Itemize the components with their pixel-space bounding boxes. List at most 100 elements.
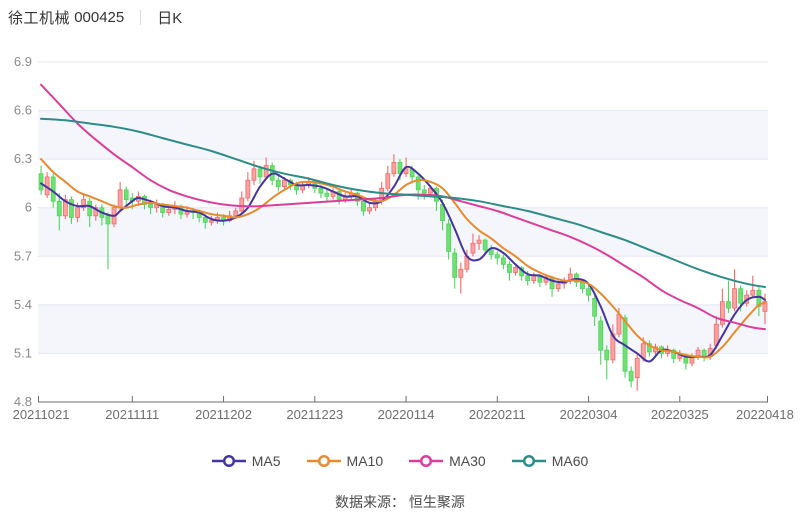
candle [123, 189, 129, 201]
candle [488, 249, 494, 256]
candle [671, 349, 677, 359]
y-axis-label: 6.3 [14, 151, 32, 166]
candle [738, 288, 744, 304]
candle [604, 349, 610, 361]
candle [421, 189, 427, 194]
candle [549, 276, 555, 290]
candle [81, 199, 87, 209]
candle [148, 204, 153, 209]
stock-name: 徐工机械 [8, 10, 71, 27]
title-divider [140, 10, 142, 25]
legend-marker-icon [511, 454, 546, 468]
x-axis-label: 20220211 [469, 407, 526, 422]
period-label[interactable]: 日K [157, 10, 183, 27]
candle [726, 301, 731, 309]
candle [458, 268, 464, 278]
candle [361, 200, 366, 212]
candle [391, 161, 397, 175]
y-axis-label: 5.7 [14, 248, 32, 263]
x-axis-label: 20220325 [651, 407, 709, 422]
candle [427, 187, 433, 194]
candle [318, 187, 324, 194]
candle [580, 281, 585, 290]
legend-label: MA10 [346, 453, 384, 469]
legend-label: MA5 [251, 453, 281, 469]
x-axis: 20211021 20211111 20211202 20211223 20220114… [13, 396, 794, 422]
x-axis-label: 20220114 [378, 407, 435, 422]
candle [239, 197, 245, 212]
candle [263, 165, 269, 178]
grid-layer: 6.9 6.6 6.3 6 5.7 5.4 5.1 4.8 [14, 54, 768, 409]
chart-header: 徐工机械 000425 日K [8, 7, 182, 28]
candle [245, 179, 251, 199]
candle [202, 217, 208, 223]
candle [251, 168, 257, 181]
candle [208, 220, 214, 223]
candle [50, 176, 56, 202]
y-axis-label: 5.1 [14, 345, 32, 360]
candle [403, 168, 409, 175]
y-axis-label: 6.9 [14, 54, 32, 69]
ma30-line [40, 83, 766, 331]
x-axis-label: 20220418 [736, 407, 794, 422]
candle [69, 199, 74, 218]
y-axis-label: 5.4 [14, 297, 32, 312]
candle [482, 239, 488, 251]
candle [598, 320, 604, 351]
legend-marker-icon [306, 454, 341, 468]
x-axis-label: 20211202 [195, 407, 252, 422]
ma5-line [40, 165, 766, 363]
y-axis-label: 6 [25, 200, 32, 215]
candle [470, 242, 476, 254]
legend-marker-icon [211, 454, 246, 468]
x-axis-label: 20211223 [286, 407, 343, 422]
candle [750, 289, 756, 296]
candle [93, 207, 99, 217]
candle [531, 275, 537, 281]
candle [732, 288, 737, 309]
candle [701, 349, 707, 358]
candle [592, 297, 598, 317]
legend-item-ma60[interactable]: MA60 [511, 453, 589, 469]
candle [38, 173, 44, 191]
candle [494, 254, 500, 259]
legend-item-ma5[interactable]: MA5 [211, 453, 281, 469]
candle [634, 357, 640, 379]
candle [476, 239, 482, 244]
candle [415, 176, 421, 191]
x-axis-label: 20220304 [560, 407, 618, 422]
ma60-line [40, 117, 766, 288]
band-layer [38, 110, 768, 354]
ma10-line [40, 158, 766, 359]
chart-legend: MA5 MA10 MA30 MA60 [0, 453, 800, 469]
candle [762, 301, 768, 312]
legend-label: MA30 [449, 453, 486, 469]
stock-code: 000425 [74, 9, 125, 26]
x-axis-label: 20211111 [105, 407, 159, 422]
candle [62, 199, 68, 217]
candle [646, 343, 652, 353]
candle [75, 207, 80, 218]
candle [446, 223, 452, 252]
legend-marker-icon [409, 454, 444, 468]
candle [719, 301, 725, 325]
candle [87, 200, 93, 217]
candle [616, 314, 622, 335]
candle [281, 179, 287, 188]
candle [586, 288, 591, 296]
legend-item-ma10[interactable]: MA10 [306, 453, 384, 469]
candle [56, 200, 62, 217]
candle [233, 210, 239, 217]
candle [555, 283, 561, 290]
candle [275, 179, 281, 188]
candle [117, 189, 123, 209]
candle [507, 263, 512, 273]
y-axis-label: 6.6 [14, 103, 32, 118]
legend-label: MA60 [551, 453, 589, 469]
legend-item-ma30[interactable]: MA30 [409, 453, 486, 469]
candle [257, 168, 263, 178]
x-axis-label: 20211021 [13, 407, 70, 422]
candle [367, 207, 372, 212]
